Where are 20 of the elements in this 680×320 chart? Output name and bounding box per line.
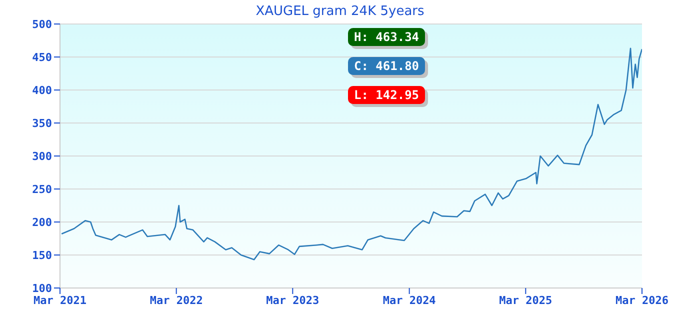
y-tick-label: 300 [32, 150, 52, 163]
y-tick-label: 200 [32, 216, 52, 229]
x-tick-label: Mar 2022 [150, 294, 203, 307]
y-tick-label: 500 [32, 18, 52, 31]
x-tick-label: Mar 2023 [266, 294, 320, 307]
x-tick-label: Mar 2021 [34, 294, 87, 307]
line-series [60, 48, 642, 260]
y-tick-label: 450 [32, 50, 52, 64]
chart-title: XAUGEL gram 24K 5years [254, 4, 426, 19]
y-tick-label: 350 [32, 116, 52, 130]
x-tick-label: Mar 2024 [382, 294, 436, 307]
annotation: H: 463.34 [348, 28, 426, 46]
y-tick-label: 150 [32, 248, 52, 262]
y-tick-label: 400 [32, 84, 52, 97]
y-tick-label: 100 [32, 282, 52, 295]
y-tick-label: 250 [32, 182, 52, 196]
annotation: L: 142.95 [348, 86, 426, 104]
x-tick-label: Mar 2026 [616, 294, 669, 307]
x-tick-label: Mar 2025 [499, 294, 552, 307]
annotation: C: 461.80 [348, 57, 426, 75]
